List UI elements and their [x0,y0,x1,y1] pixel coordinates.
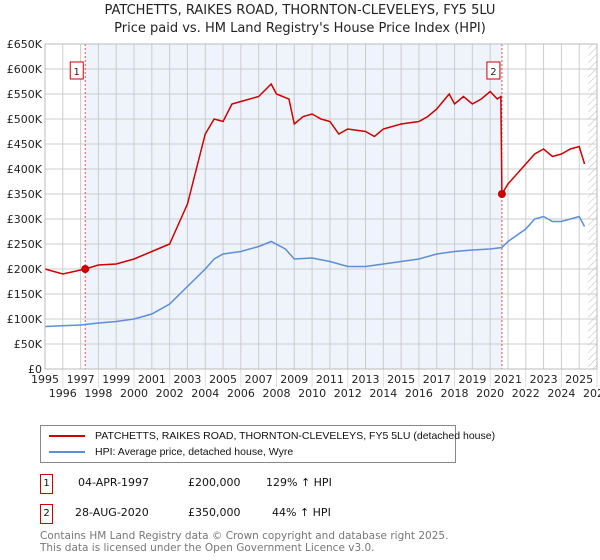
x-tick-label: 2026 [583,387,600,400]
y-tick-label: £250K [7,238,43,251]
x-tick-label: 1999 [102,373,130,386]
x-tick-label: 2018 [441,387,469,400]
x-tick-label: 2022 [512,387,540,400]
x-tick-label: 2004 [191,387,219,400]
x-tick-label: 2023 [530,373,558,386]
y-tick-label: £50K [14,338,43,351]
y-tick-label: £350K [7,188,43,201]
footer-line: Contains HM Land Registry data © Crown c… [40,530,449,542]
x-tick-label: 2005 [209,373,237,386]
chart-plot: 1995199619971998199920002001200220032004… [7,38,600,400]
legend-item-hpi: HPI: Average price, detached house, Wyre [49,446,293,458]
hpi-line [44,215,586,328]
x-tick-label: 2016 [405,387,433,400]
y-tick-label: £550K [7,88,43,101]
sale-price: £200,000 [188,476,241,489]
x-tick-label: 2024 [547,387,575,400]
x-tick-label: 2001 [138,373,166,386]
sale-marker-box: 2 [40,504,53,524]
sale-point [81,265,90,273]
sale-label: 1 [74,67,80,78]
x-tick-label: 2019 [458,373,486,386]
footer-line: This data is licensed under the Open Gov… [40,542,375,554]
sale-hpi: 129% ↑ HPI [266,476,332,489]
sale-price: £350,000 [188,506,241,519]
future-hatch [588,44,597,369]
x-tick-label: 2011 [316,373,344,386]
legend-swatch [49,451,85,453]
y-tick-label: £150K [7,288,43,301]
y-tick-label: £200K [7,263,43,276]
sale-label-box [486,61,501,80]
x-tick-label: 2000 [120,387,148,400]
x-tick-label: 2012 [334,387,362,400]
x-tick-label: 2006 [227,387,255,400]
chart-title: PATCHETTS, RAIKES ROAD, THORNTON-CLEVELE… [104,3,496,18]
x-tick-label: 1995 [31,373,59,386]
legend: PATCHETTS, RAIKES ROAD, THORNTON-CLEVELE… [40,425,495,463]
y-tick-label: £0 [28,363,42,376]
sale-hpi: 44% ↑ HPI [272,506,331,519]
y-tick-label: £500K [7,113,43,126]
x-tick-label: 2013 [352,373,380,386]
y-tick-label: £100K [7,313,43,326]
sale-marker-box: 1 [40,474,53,494]
sale-label: 2 [490,67,496,78]
footer: Contains HM Land Registry data © Crown c… [40,530,448,554]
sale-label-box [69,61,84,80]
price-line [44,82,586,275]
x-tick-label: 2002 [156,387,184,400]
y-tick-label: £400K [7,163,43,176]
x-tick-label: 2003 [173,373,201,386]
x-tick-label: 1996 [49,387,77,400]
legend-item-property: PATCHETTS, RAIKES ROAD, THORNTON-CLEVELE… [49,430,495,442]
plot-border [44,43,598,370]
y-tick-label: £300K [7,213,43,226]
x-tick-label: 2007 [245,373,273,386]
x-tick-label: 2009 [280,373,308,386]
x-tick-label: 1998 [84,387,112,400]
x-tick-label: 2020 [476,387,504,400]
legend-label: PATCHETTS, RAIKES ROAD, THORNTON-CLEVELE… [95,430,496,442]
x-tick-label: 2025 [565,373,593,386]
legend-label: HPI: Average price, detached house, Wyre [95,446,294,458]
legend-swatch [49,435,85,437]
sale-date: 28-AUG-2020 [75,506,149,519]
x-tick-label: 2015 [387,373,415,386]
y-tick-label: £600K [7,63,43,76]
x-tick-label: 2010 [298,387,326,400]
x-tick-label: 2017 [423,373,451,386]
x-tick-label: 2008 [262,387,290,400]
sale-point [497,190,506,198]
y-tick-label: £650K [7,38,43,51]
ownership-shading [85,44,502,369]
chart-subtitle: Price paid vs. HM Land Registry's House … [114,21,486,36]
x-tick-label: 1997 [67,373,95,386]
sale-date: 04-APR-1997 [78,476,150,489]
x-tick-label: 2021 [494,373,522,386]
y-tick-label: £450K [7,138,43,151]
x-tick-label: 2014 [369,387,397,400]
